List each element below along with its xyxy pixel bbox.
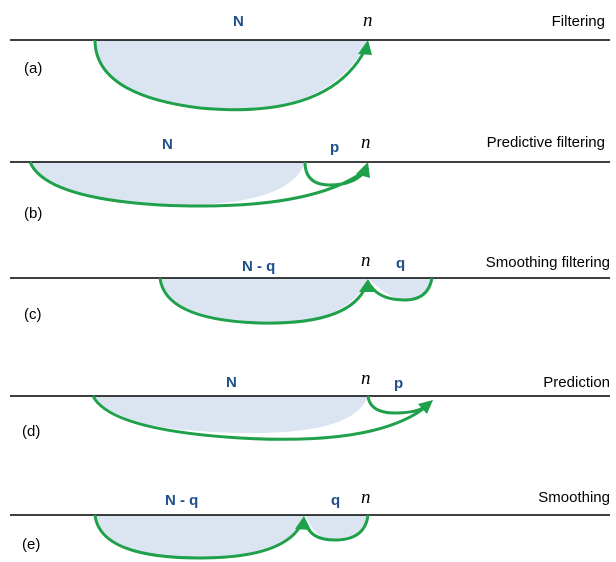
current-time-label: n — [361, 250, 371, 271]
side-label: p — [330, 139, 339, 156]
row-smoothing: N - q q n Smoothing (e) — [10, 487, 610, 560]
current-time-label: n — [361, 132, 371, 153]
lag-arc — [304, 514, 370, 542]
main-label: N — [233, 13, 244, 30]
main-label: N — [226, 374, 237, 391]
window-area — [93, 396, 368, 434]
row-title: Filtering — [552, 13, 605, 30]
window-area — [95, 515, 305, 558]
prediction-arc — [303, 161, 368, 187]
main-label: N — [162, 136, 173, 153]
case-label: (e) — [22, 536, 40, 553]
row-title: Smoothing filtering — [486, 254, 610, 271]
lag-area — [305, 515, 368, 540]
main-label: N - q — [242, 258, 275, 275]
row-predictive-filtering: N p n Predictive filtering (b) — [10, 132, 610, 222]
case-label: (d) — [22, 423, 40, 440]
window-arc — [93, 39, 368, 112]
arrow-head-icon — [356, 162, 370, 178]
lag-arc — [369, 277, 434, 302]
window-arc — [28, 161, 367, 208]
window-arc — [158, 277, 368, 325]
prediction-arc — [366, 395, 429, 415]
current-time-label: n — [361, 368, 371, 389]
arrow-head-icon — [359, 279, 376, 292]
window-area — [30, 162, 305, 206]
window-arc — [91, 395, 429, 441]
main-label: N - q — [165, 492, 198, 509]
current-time-label: n — [361, 487, 371, 508]
case-label: (c) — [24, 306, 42, 323]
arrow-head-icon — [418, 400, 433, 414]
case-label: (a) — [24, 60, 42, 77]
row-smoothing-filtering: N - q n q Smoothing filtering (c) — [10, 250, 610, 325]
lag-area — [368, 278, 432, 300]
row-title: Predictive filtering — [487, 134, 605, 151]
case-label: (b) — [24, 205, 42, 222]
side-label: p — [394, 375, 403, 392]
window-area — [160, 278, 368, 324]
side-label: q — [396, 255, 405, 272]
current-time-label: n — [363, 10, 373, 31]
arrow-head-icon — [295, 516, 311, 530]
row-filtering: N n Filtering (a) — [10, 10, 610, 112]
row-title: Prediction — [543, 374, 610, 391]
window-area — [95, 40, 368, 110]
arrow-head-icon — [358, 40, 372, 55]
window-arc — [93, 514, 304, 560]
row-prediction: N n p Prediction (d) — [10, 368, 610, 441]
row-title: Smoothing — [538, 489, 610, 506]
side-label: q — [331, 492, 340, 509]
